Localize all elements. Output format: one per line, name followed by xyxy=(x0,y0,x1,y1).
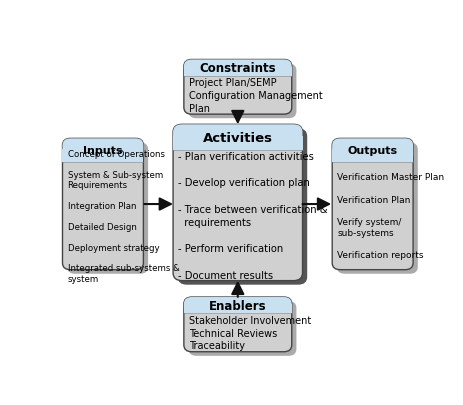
Bar xyxy=(63,149,143,163)
Text: Activities: Activities xyxy=(202,131,272,144)
Text: Concept of Operations

System & Sub-system
Requirements

Integration Plan

Detai: Concept of Operations System & Sub-syste… xyxy=(68,149,179,283)
Text: Inputs: Inputs xyxy=(83,146,122,156)
FancyBboxPatch shape xyxy=(183,297,291,352)
Bar xyxy=(173,136,302,151)
FancyBboxPatch shape xyxy=(188,64,296,119)
FancyBboxPatch shape xyxy=(63,139,143,270)
FancyBboxPatch shape xyxy=(188,301,296,356)
FancyBboxPatch shape xyxy=(183,60,291,115)
Text: Enablers: Enablers xyxy=(208,299,266,312)
Bar xyxy=(183,68,291,77)
FancyBboxPatch shape xyxy=(332,139,412,270)
FancyBboxPatch shape xyxy=(332,139,412,163)
FancyBboxPatch shape xyxy=(177,129,307,285)
FancyBboxPatch shape xyxy=(183,60,291,77)
FancyBboxPatch shape xyxy=(336,143,417,274)
Bar xyxy=(332,149,412,163)
Text: Outputs: Outputs xyxy=(347,146,397,156)
Text: Stakeholder Involvement
Technical Reviews
Traceability: Stakeholder Involvement Technical Review… xyxy=(188,315,311,351)
FancyBboxPatch shape xyxy=(63,139,143,163)
FancyBboxPatch shape xyxy=(173,125,302,151)
Text: - Plan verification activities

- Develop verification plan

- Trace between ver: - Plan verification activities - Develop… xyxy=(178,151,327,280)
Text: Constraints: Constraints xyxy=(199,62,275,75)
Text: Verification Master Plan

Verification Plan

Verify system/
sub-systems

Verific: Verification Master Plan Verification Pl… xyxy=(337,173,444,260)
Text: Project Plan/SEMP
Configuration Management
Plan: Project Plan/SEMP Configuration Manageme… xyxy=(188,78,322,113)
FancyBboxPatch shape xyxy=(173,125,302,281)
FancyBboxPatch shape xyxy=(183,297,291,313)
Bar xyxy=(183,305,291,313)
FancyBboxPatch shape xyxy=(67,143,148,274)
